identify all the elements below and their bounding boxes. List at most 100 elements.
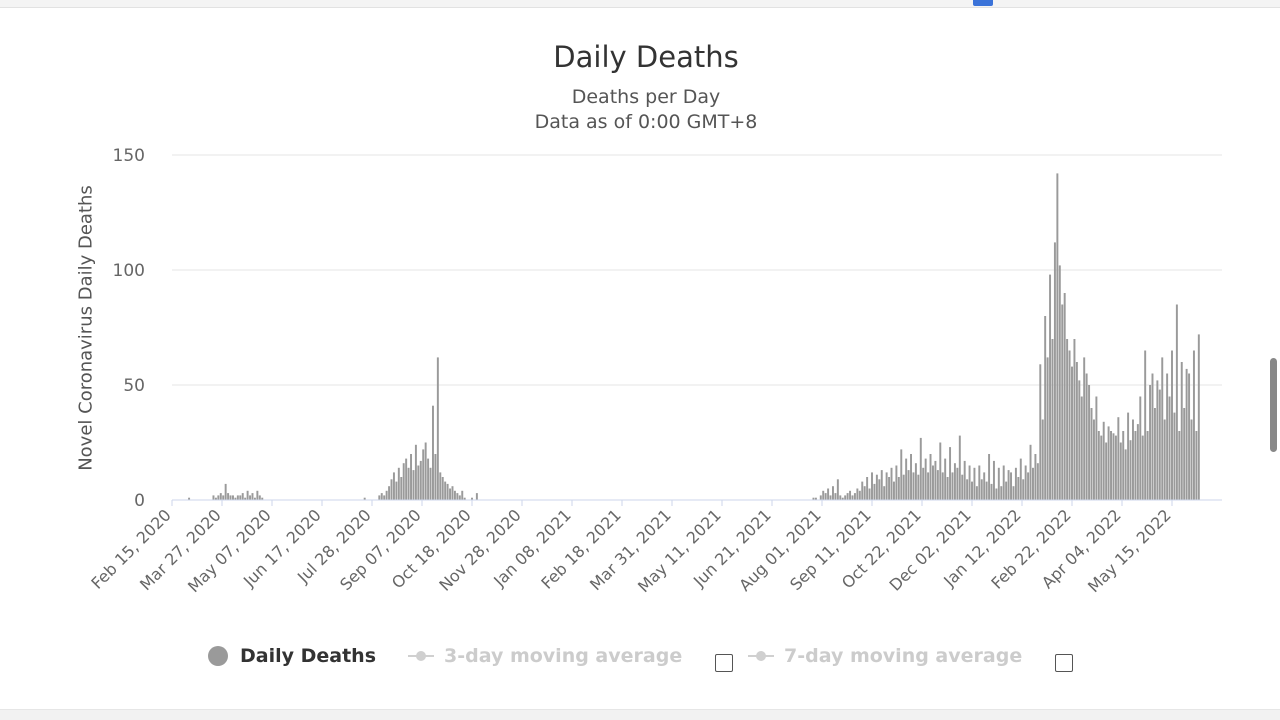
bar: [897, 477, 900, 500]
bar: [236, 495, 239, 500]
bar: [1068, 350, 1071, 500]
bar: [1083, 357, 1086, 500]
bar: [427, 458, 430, 500]
bar: [875, 474, 878, 500]
bar: [1151, 373, 1154, 500]
bar: [1092, 419, 1095, 500]
bar: [436, 357, 439, 500]
page-scrollbar[interactable]: [1270, 358, 1277, 452]
bar: [1034, 454, 1037, 500]
bar: [1063, 293, 1066, 500]
bar: [944, 458, 947, 500]
bar: [383, 495, 386, 500]
bar: [453, 490, 456, 500]
bar: [978, 465, 981, 500]
bar: [1124, 449, 1127, 500]
bar: [895, 465, 898, 500]
bar: [419, 460, 422, 500]
bar: [1002, 465, 1005, 500]
bar: [966, 479, 969, 500]
bar: [1027, 472, 1030, 500]
bar: [1144, 350, 1147, 500]
bar: [946, 477, 949, 500]
bar: [1110, 431, 1112, 500]
bar: [849, 490, 852, 500]
bar: [188, 497, 191, 500]
bar: [924, 458, 927, 500]
legend-label: Daily Deaths: [240, 645, 377, 667]
bar: [939, 442, 942, 500]
legend-item-daily-deaths[interactable]: Daily Deaths: [208, 645, 376, 667]
bar: [249, 495, 252, 500]
bar: [839, 495, 842, 500]
bar: [1085, 373, 1088, 500]
bar: [456, 493, 459, 500]
bar: [822, 490, 825, 500]
bar: [1071, 366, 1073, 500]
bar: [446, 483, 449, 500]
legend-item-3-day-average[interactable]: 3-day moving average: [408, 645, 682, 667]
bar: [851, 495, 854, 500]
bar: [1032, 467, 1034, 500]
bar: [1175, 304, 1178, 500]
bar: [907, 470, 910, 500]
bar: [385, 490, 388, 500]
bar: [1088, 385, 1091, 500]
bar: [1046, 357, 1049, 500]
bar: [1007, 470, 1010, 500]
bar: [241, 493, 244, 500]
legend-item-7-day-average[interactable]: 7-day moving average: [748, 645, 1022, 667]
bar: [1024, 465, 1027, 500]
7-day-average-checkbox[interactable]: [1055, 654, 1073, 672]
bar: [1036, 463, 1039, 500]
bar: [812, 497, 815, 500]
bar: [229, 495, 232, 500]
bar: [224, 483, 227, 500]
bar: [1153, 408, 1156, 500]
bar: [1195, 431, 1198, 500]
bar: [1056, 173, 1059, 500]
bar: [1168, 396, 1171, 500]
bar: [936, 470, 939, 500]
bar: [985, 481, 988, 500]
bar: [888, 477, 891, 500]
bar: [410, 454, 412, 500]
line-marker-icon: [748, 646, 774, 666]
bar: [824, 493, 827, 500]
bar: [1017, 477, 1020, 500]
bar: [1173, 412, 1176, 500]
bar: [422, 449, 425, 500]
bar: [883, 486, 886, 500]
bar: [1039, 364, 1042, 500]
bar: [1192, 350, 1195, 500]
bar: [475, 493, 478, 500]
bar: [214, 497, 217, 500]
bar: [412, 470, 415, 500]
y-tick-label: 100: [113, 261, 145, 281]
bar: [949, 447, 952, 500]
bar: [1156, 380, 1159, 500]
bar: [451, 486, 454, 500]
bar: [988, 454, 991, 500]
bar: [1019, 458, 1022, 500]
bar: [1105, 442, 1108, 500]
bar: [441, 477, 444, 500]
bar: [1049, 274, 1052, 500]
bar: [885, 472, 888, 500]
bar: [222, 495, 225, 500]
bar: [880, 470, 883, 500]
bar: [407, 467, 410, 500]
bar: [1095, 396, 1098, 500]
browser-top-strip: [0, 0, 1280, 8]
bar: [814, 497, 817, 500]
bar: [253, 497, 256, 500]
bar: [1012, 486, 1015, 500]
bar: [1178, 431, 1181, 500]
bar: [841, 497, 844, 500]
bar: [256, 490, 259, 500]
bar: [902, 474, 905, 500]
bar: [890, 467, 893, 500]
bar: [873, 483, 876, 500]
3-day-average-checkbox[interactable]: [715, 654, 733, 672]
y-tick-label: 150: [113, 146, 145, 166]
